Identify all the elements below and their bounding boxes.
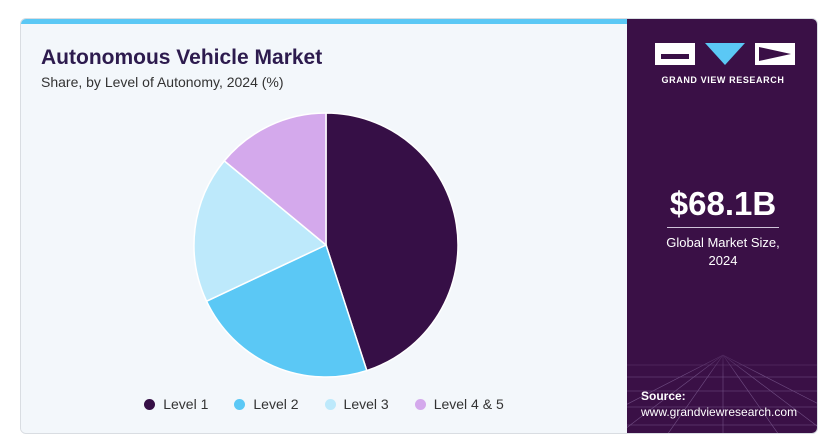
pie-slice-level-3 — [193, 159, 328, 303]
chart-legend: Level 1 Level 2 Level 3 Level 4 & 5 — [21, 396, 627, 412]
accent-bar — [21, 19, 627, 24]
source-label: Source: — [641, 389, 686, 403]
sidebar-panel: GRAND VIEW RESEARCH $68.1B Global Market… — [627, 19, 817, 433]
chart-title: Autonomous Vehicle Market — [41, 46, 323, 69]
legend-label: Level 4 & 5 — [433, 396, 504, 412]
chart-card: Autonomous Vehicle Market Share, by Leve… — [20, 18, 818, 434]
market-size-caption-line2: 2024 — [708, 253, 738, 268]
pie-slice-level-1 — [325, 112, 459, 372]
legend-item-level-2: Level 2 — [234, 396, 299, 412]
chart-subtitle: Share, by Level of Autonomy, 2024 (%) — [41, 74, 284, 90]
legend-swatch — [144, 398, 156, 410]
legend-swatch — [234, 398, 246, 410]
pie-slice-level-4-5 — [223, 112, 327, 247]
market-size-caption-line1: Global Market Size, — [666, 235, 780, 250]
legend-label: Level 2 — [253, 396, 299, 412]
grid-floor-graphic — [627, 345, 817, 433]
market-size-caption: Global Market Size, 2024 — [627, 234, 817, 270]
pie-slice-level-2 — [205, 243, 368, 378]
legend-swatch — [324, 398, 336, 410]
gvr-logo-icon — [655, 43, 795, 65]
legend-swatch — [414, 398, 426, 410]
value-divider — [667, 227, 779, 228]
brand-name: GRAND VIEW RESEARCH — [661, 75, 785, 85]
chart-panel: Autonomous Vehicle Market Share, by Leve… — [21, 24, 627, 433]
legend-label: Level 3 — [343, 396, 389, 412]
legend-item-level-1: Level 1 — [144, 396, 208, 412]
legend-item-level-3: Level 3 — [324, 396, 389, 412]
market-size-value: $68.1B — [669, 185, 777, 222]
legend-label: Level 1 — [163, 396, 209, 412]
legend-item-level-4-5: Level 4 & 5 — [414, 396, 504, 412]
pie-chart — [193, 112, 459, 378]
source-link[interactable]: www.grandviewresearch.com — [641, 405, 798, 419]
